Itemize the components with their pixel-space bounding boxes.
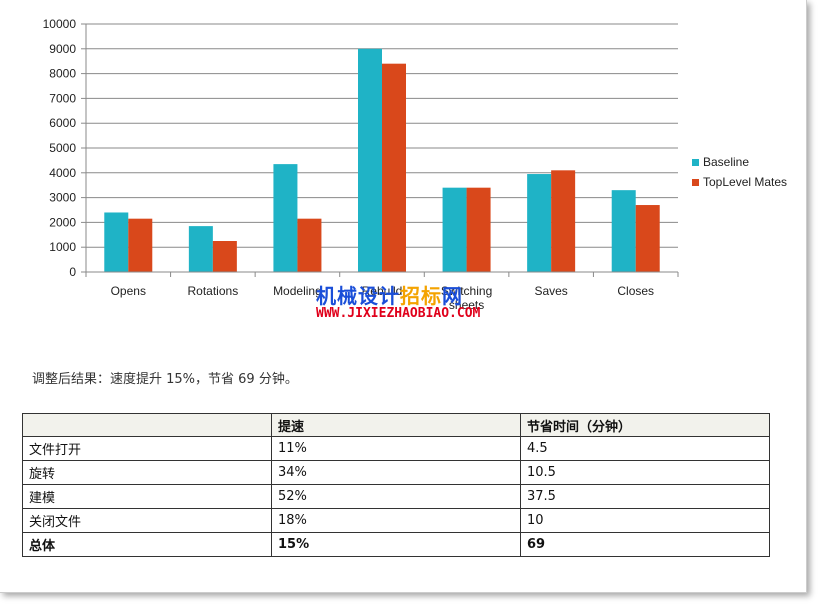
results-table: 提速 节省时间（分钟） 文件打开 11% 4.5 旋转 34% 10.5 建模 … <box>22 413 770 557</box>
table-cell: 建模 <box>22 484 272 509</box>
bar-toplevel-mates <box>635 205 660 272</box>
legend-label-toplevel-mates: TopLevel Mates <box>703 175 788 189</box>
table-cell: 文件打开 <box>22 436 272 461</box>
y-tick-label: 5000 <box>49 141 76 155</box>
watermark-logo-text: 机械设计招标网 <box>316 280 463 309</box>
x-tick-label: sheets <box>449 298 484 312</box>
legend-swatch-toplevel-mates <box>692 178 699 186</box>
bar-toplevel-mates <box>128 218 153 272</box>
summary-text: 调整后结果：速度提升 15%，节省 69 分钟。 <box>32 372 298 387</box>
table-cell: 总体 <box>22 532 272 557</box>
y-tick-label: 2000 <box>49 215 76 229</box>
table-row: 旋转 34% 10.5 <box>22 460 770 485</box>
watermark-cn-part2: 招标 <box>400 284 442 308</box>
bar-baseline <box>104 212 129 272</box>
bar-toplevel-mates <box>297 218 322 272</box>
table-cell: 18% <box>271 508 521 533</box>
table-header-cell: 提速 <box>271 413 521 437</box>
y-tick-label: 6000 <box>49 116 76 130</box>
bar-toplevel-mates <box>212 241 237 272</box>
table-header-cell: 节省时间（分钟） <box>520 413 770 437</box>
bar-toplevel-mates <box>551 170 576 272</box>
bar-baseline <box>273 164 298 272</box>
y-tick-label: 7000 <box>49 91 76 105</box>
x-tick-label: Rotations <box>188 284 239 298</box>
y-tick-label: 3000 <box>49 191 76 205</box>
bar-baseline <box>611 190 636 272</box>
table-row: 关闭文件 18% 10 <box>22 508 770 533</box>
bar-toplevel-mates <box>382 63 406 273</box>
table-cell: 10.5 <box>520 460 770 485</box>
watermark-url: WWW.JIXIEZHAOBIAO.COM <box>316 306 481 321</box>
legend-swatch-baseline <box>692 158 699 166</box>
table-cell: 37.5 <box>520 484 770 509</box>
table-row: 建模 52% 37.5 <box>22 484 770 509</box>
legend-item-toplevel-mates: TopLevel Mates <box>692 172 787 192</box>
y-tick-label: 10000 <box>43 17 77 31</box>
bar-toplevel-mates <box>466 187 491 272</box>
table-cell: 11% <box>271 436 521 461</box>
table-cell: 10 <box>520 508 770 533</box>
y-axis: 0 1000 2000 3000 4000 5000 6000 7000 8000 9000 100… <box>43 17 87 279</box>
chart-bars <box>104 48 660 273</box>
y-tick-label: 1000 <box>49 240 76 254</box>
bar-chart: 0 1000 2000 3000 4000 5000 6000 7000 8000 9000 100… <box>43 17 679 312</box>
watermark-cn-part3: 网 <box>442 284 463 308</box>
x-tick-label: Closes <box>617 284 654 298</box>
table-cell: 关闭文件 <box>22 508 272 533</box>
table-cell: 4.5 <box>520 436 770 461</box>
x-tick-label: Opens <box>111 284 146 298</box>
y-tick-label: 9000 <box>49 42 76 56</box>
x-tick-label: Modeling <box>273 284 322 298</box>
table-total-row: 总体 15% 69 <box>22 532 770 557</box>
table-cell: 15% <box>271 532 521 557</box>
table-header-cell <box>22 413 272 437</box>
bar-baseline <box>442 187 467 272</box>
chart-legend: Baseline TopLevel Mates <box>692 152 787 192</box>
x-tick-label: Switching <box>441 284 492 298</box>
y-tick-label: 4000 <box>49 166 76 180</box>
table-row: 文件打开 11% 4.5 <box>22 436 770 461</box>
table-cell: 69 <box>520 532 770 557</box>
legend-item-baseline: Baseline <box>692 152 787 172</box>
y-tick-label: 8000 <box>49 67 76 81</box>
x-tick-label: Saves <box>534 284 567 298</box>
bar-baseline <box>527 174 552 272</box>
table-cell: 52% <box>271 484 521 509</box>
x-axis: Opens Rotations Modeling Rebuild Switchingsh… <box>85 271 679 312</box>
table-cell: 旋转 <box>22 460 272 485</box>
table-cell: 34% <box>271 460 521 485</box>
watermark-cn-part1: 机械设计 <box>316 284 400 308</box>
x-tick-label: Rebuild <box>362 284 403 298</box>
bar-baseline <box>358 48 382 272</box>
legend-label-baseline: Baseline <box>703 155 750 169</box>
bar-baseline <box>188 226 213 272</box>
y-tick-label: 0 <box>69 265 76 279</box>
table-header-row: 提速 节省时间（分钟） <box>22 413 770 437</box>
